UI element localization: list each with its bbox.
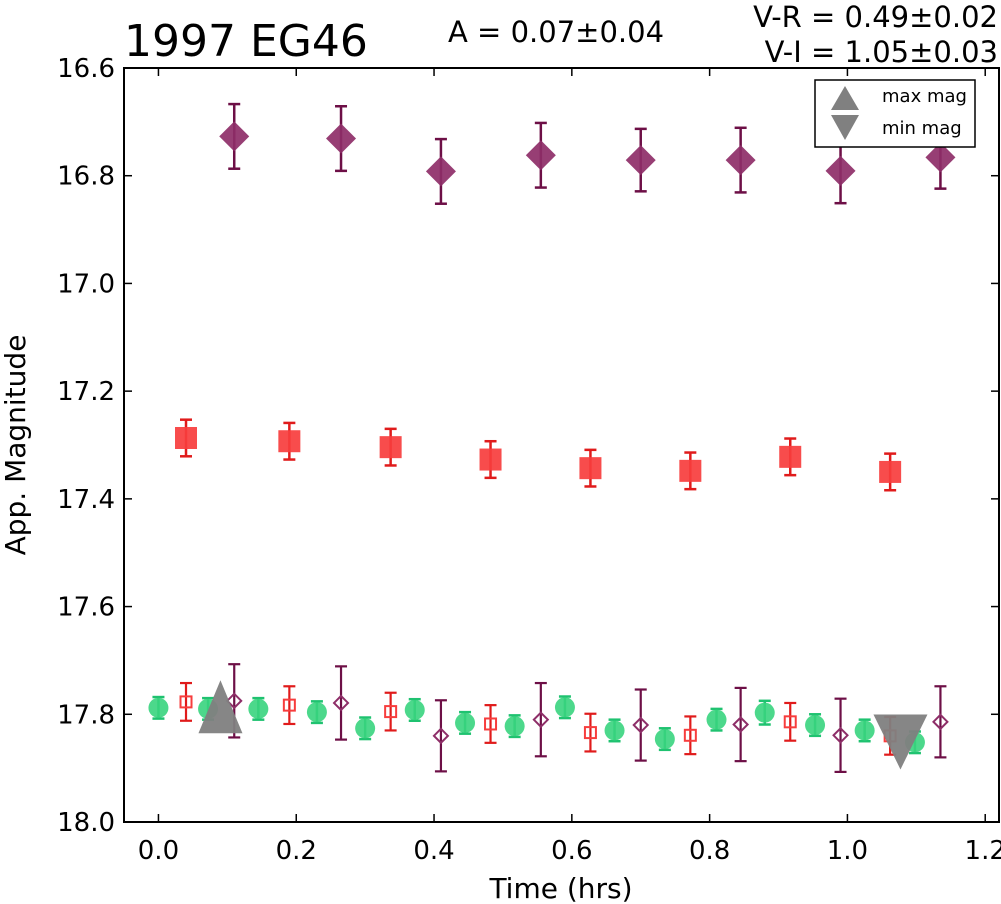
data-point [404, 699, 425, 720]
series-2 [148, 695, 925, 755]
data-point [525, 140, 556, 171]
x-tick-label-0: 0.0 [138, 836, 179, 866]
data-point [932, 713, 949, 731]
series-4 [225, 663, 949, 774]
data-point [632, 716, 650, 734]
x-tick-label-5: 1.0 [827, 836, 868, 866]
y-tick-label-3: 17.2 [57, 377, 115, 407]
data-point [579, 457, 602, 480]
data-point [504, 716, 525, 737]
data-point [779, 445, 802, 468]
data-point [282, 698, 296, 712]
y-tick-label-0: 16.6 [57, 54, 115, 84]
data-point [654, 729, 675, 750]
chart-title: 1997 EG46 [124, 16, 368, 67]
data-point [825, 155, 856, 186]
data-point [805, 715, 826, 736]
y-tick-label-2: 17.0 [57, 269, 115, 299]
data-point [854, 720, 875, 741]
plot-marks [148, 102, 956, 774]
data-point [179, 695, 193, 709]
data-point [175, 426, 198, 449]
data-point [679, 459, 702, 482]
series-1 [175, 418, 902, 492]
plot-frame [123, 67, 1000, 823]
data-point [925, 142, 956, 173]
data-point [625, 145, 656, 176]
data-point [683, 728, 697, 742]
data-point [783, 715, 797, 729]
data-point [148, 697, 169, 718]
data-point [532, 711, 550, 729]
legend-min-mag-marker [831, 115, 859, 140]
data-point [425, 156, 456, 187]
legend-box [814, 79, 976, 148]
x-axis-label: Time (hrs) [488, 872, 632, 904]
amplitude-label: A = 0.07±0.04 [448, 15, 664, 49]
legend-max-mag-label: max mag [882, 86, 967, 107]
data-point [379, 436, 402, 459]
data-point [332, 694, 350, 712]
x-tick-label-2: 0.4 [413, 836, 454, 866]
color-index-vi: V-I = 1.05±0.03 [765, 35, 998, 69]
data-point [455, 712, 476, 733]
data-point [554, 697, 575, 718]
y-tick-label-5: 17.6 [57, 593, 115, 623]
x-tick-label-3: 0.6 [551, 836, 592, 866]
series-3 [179, 681, 897, 756]
data-point [604, 720, 625, 741]
data-point [754, 702, 775, 723]
y-axis-label: App. Magnitude [0, 335, 32, 556]
data-point [384, 705, 398, 719]
y-tick-label-6: 17.8 [57, 700, 115, 730]
data-point [732, 716, 750, 733]
y-tick-label-1: 16.8 [57, 162, 115, 192]
data-point [248, 698, 269, 719]
min-mag-marker [873, 714, 928, 770]
axis-ticks: 0.0 0.2 0.4 0.6 0.8 1.0 1.2 16.6 16.8 17.0 17.2 17.… [57, 54, 1001, 866]
data-point [484, 717, 498, 731]
data-point [832, 726, 849, 744]
data-point [583, 726, 597, 740]
data-point [278, 430, 301, 453]
legend-max-mag-marker [831, 86, 859, 110]
data-point [725, 145, 756, 176]
data-point [225, 692, 243, 710]
data-point [219, 121, 250, 152]
data-point [706, 709, 727, 730]
series-0 [219, 102, 956, 205]
x-tick-label-1: 0.2 [276, 836, 317, 866]
x-tick-label-4: 0.8 [689, 836, 730, 866]
color-index-vr: V-R = 0.49±0.02 [753, 0, 998, 34]
legend: max mag min mag [814, 79, 976, 148]
x-tick-label-6: 1.2 [965, 836, 1001, 866]
data-point [306, 702, 327, 723]
legend-min-mag-label: min mag [882, 118, 962, 139]
y-tick-label-7: 18.0 [57, 808, 115, 838]
data-point [432, 727, 450, 745]
data-point [479, 448, 502, 471]
max-mag-marker [198, 680, 243, 734]
y-tick-label-4: 17.4 [57, 485, 115, 515]
data-point [326, 123, 357, 154]
data-point [355, 718, 376, 739]
data-point [879, 460, 902, 483]
